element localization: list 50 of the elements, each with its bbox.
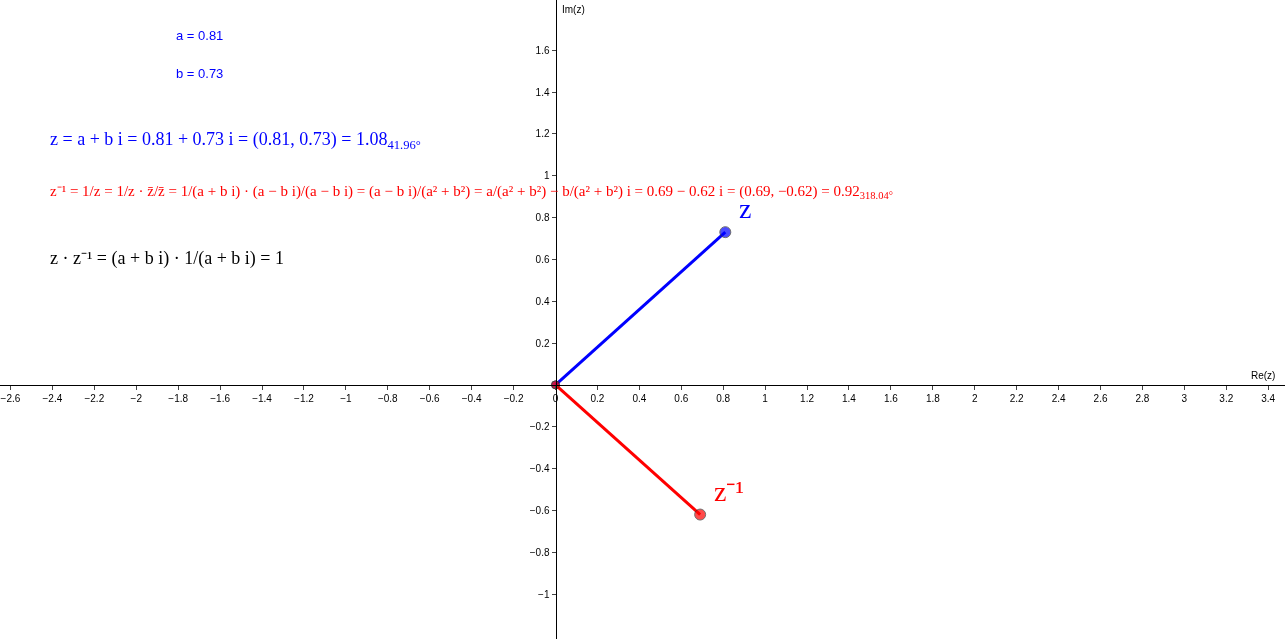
x-tick-label: −2.4 [42,392,63,404]
x-tick-label: 1 [762,392,769,404]
annotation: b = 0.73 [176,66,224,81]
x-tick-label: 2.2 [1009,392,1025,404]
x-tick-label: −1.2 [294,392,315,404]
y-tick-label: 1.4 [535,86,550,98]
x-tick-label: 2.6 [1093,392,1108,404]
y-tick-label: 0.4 [535,295,550,307]
x-tick-label: 2 [971,392,978,404]
y-tick-label: 1 [543,170,550,182]
x-tick-label: 3.2 [1219,392,1234,404]
y-tick-label: −1 [538,588,550,600]
annotation: z = a + b i = 0.81 + 0.73 i = (0.81, 0.73) = 1.08$_{41.96°}$ [50,129,421,152]
y-tick-label: −0.8 [529,546,550,558]
x-tick-label: −0.6 [419,392,441,404]
x-tick-label: −2.6 [0,392,21,404]
annotation: z · z⁻¹ = (a + b i) · 1/(a + b i) = 1 [50,248,284,269]
y-tick-label: 0.8 [535,212,550,224]
series-label: z⁻¹ [714,476,744,507]
x-tick-label: −2.2 [84,392,105,404]
x-tick-label: 1.4 [842,392,857,404]
x-tick-label: −0.2 [503,392,524,404]
x-tick-label: 3.4 [1261,392,1276,404]
x-tick-label: 1.8 [925,392,941,404]
x-tick-label: 1.6 [883,392,899,404]
y-tick-label: 1.2 [535,128,550,140]
x-tick-label: −1.6 [210,392,231,404]
x-tick-label: 1.2 [800,392,815,404]
x-tick-label: −0.4 [461,392,482,404]
y-tick-label: 0.2 [535,337,550,349]
x-tick-label: 2.4 [1051,392,1066,404]
x-tick-label: 0.6 [674,392,689,404]
y-tick-label: −0.4 [529,463,550,475]
y-axis-title: Im(z) [562,4,585,15]
x-tick-label: 0.4 [632,392,647,404]
x-tick-label: −1.8 [168,392,189,404]
x-tick-label: −0.8 [377,392,399,404]
y-tick-label: −0.2 [529,421,550,433]
x-tick-label: −1.4 [252,392,273,404]
x-tick-label: −2 [130,392,143,404]
annotation: a = 0.81 [176,28,224,43]
y-tick-label: −0.6 [529,504,550,516]
y-tick-label: 1.6 [535,44,550,56]
y-tick-label: 0.6 [535,253,550,265]
x-tick-label: 2.8 [1135,392,1150,404]
x-tick-label: 0.2 [590,392,605,404]
x-axis-title: Re(z) [1251,370,1276,381]
x-tick-label: 0.8 [716,392,731,404]
x-tick-label: −1 [340,392,353,404]
x-tick-label: 3 [1181,392,1188,404]
